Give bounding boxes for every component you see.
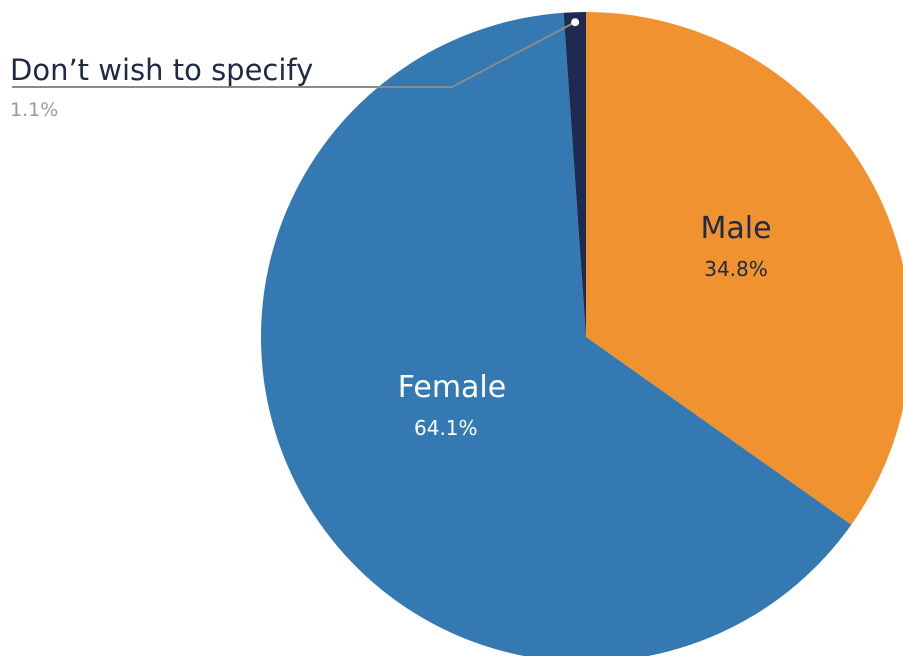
slice-value-male: 34.8% [704,257,768,281]
slice-label-male: Male [700,211,771,246]
pie-labels: Male 34.8% Female 64.1% Don’t wish to specif… [10,18,772,440]
slice-label-don-t-wish-to-specify: Don’t wish to specify [10,53,313,87]
slice-value-female: 64.1% [414,416,478,440]
slice-label-female: Female [398,370,506,405]
pie-slice-don-t-wish-to-specify [563,12,586,337]
callout-line [12,21,576,88]
callout-dot [571,18,580,27]
pie-slices [261,12,903,656]
pie-slice-female [261,12,852,656]
slice-value-don-t-wish-to-specify: 1.1% [10,99,58,121]
pie-slice-male [586,12,903,525]
